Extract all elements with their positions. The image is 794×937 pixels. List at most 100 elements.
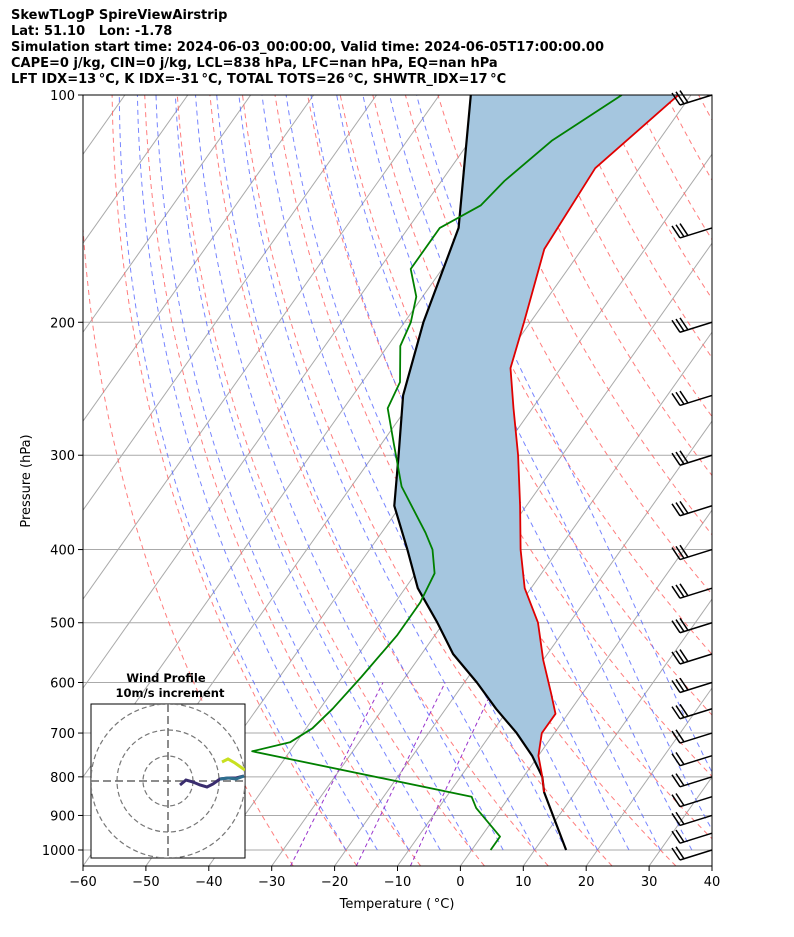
wind-barb [679, 849, 713, 861]
wind-barb-flag [671, 813, 681, 826]
dry-adiabat [698, 95, 712, 122]
dry-adiabat [339, 95, 712, 778]
wind-barb-flag [675, 91, 685, 105]
wind-barb-flag [675, 752, 685, 765]
x-tick-label: 40 [704, 875, 721, 890]
wind-barb-flag [671, 452, 681, 466]
time-line: Simulation start time: 2024-06-03_00:00:… [11, 40, 604, 55]
dry-adiabat [535, 95, 712, 418]
wind-barb-flag [671, 830, 681, 844]
isotherm-line [334, 331, 712, 866]
mixing-ratio-line [355, 682, 446, 866]
x-tick-label: −30 [258, 875, 285, 890]
wind-barb [679, 227, 713, 239]
wind-barb-flag [675, 678, 685, 692]
isotherm-line [459, 509, 712, 866]
y-tick-label: 500 [50, 617, 75, 632]
wind-barb-flag [679, 450, 689, 464]
wind-barb-flag [675, 391, 685, 405]
y-tick-label: 600 [50, 677, 75, 692]
wind-barb-flag [675, 545, 685, 559]
wind-barb-flag [671, 753, 681, 767]
wind-barb-flag [675, 650, 685, 664]
wind-barb-flag [675, 811, 685, 825]
isotherm-line [711, 865, 712, 866]
wind-barb-flag [679, 90, 689, 104]
dry-adiabat [274, 95, 677, 866]
wind-barb-flag [675, 318, 685, 332]
x-axis-label: Temperature ( °C) [339, 897, 455, 912]
wind-barb-flag [679, 703, 689, 717]
parcel-profile [393, 95, 568, 851]
wind-barb-flag [679, 500, 689, 514]
wind-barb-flag [671, 794, 681, 808]
x-tick-label: −40 [195, 875, 222, 890]
wind-barb [679, 732, 713, 744]
wind-barb-flag [675, 793, 685, 806]
isotherm-line [83, 95, 377, 511]
indices-line-2: LFT IDX=13 °C, K IDX=-31 °C, TOTAL TOTS=… [11, 72, 507, 87]
wind-barb-flag [675, 773, 685, 787]
wind-barb [679, 795, 713, 808]
wind-barb [679, 814, 713, 827]
wind-barb [679, 708, 713, 720]
wind-barb-flag [671, 680, 681, 693]
dry-adiabat [600, 95, 712, 300]
wind-barb [679, 754, 713, 767]
wind-barb [679, 454, 713, 466]
wind-barb-flag [679, 544, 689, 558]
isotherm-line [83, 95, 189, 245]
wind-barb [679, 321, 713, 333]
wind-barb-flag [671, 319, 681, 333]
mixing-ratio-line [290, 682, 384, 866]
y-tick-label: 1000 [42, 844, 75, 859]
x-tick-label: 30 [641, 875, 658, 890]
isotherm-line [775, 95, 794, 866]
indices-line-1: CAPE=0 j/kg, CIN=0 j/kg, LCL=838 hPa, LF… [11, 56, 498, 71]
wind-barb [679, 681, 713, 694]
isotherm-line [585, 687, 712, 866]
wind-barb [679, 394, 713, 407]
x-tick-label: −10 [384, 875, 411, 890]
wind-barb-flag [679, 677, 689, 691]
x-tick-label: 0 [456, 875, 464, 890]
wind-barb [679, 622, 713, 634]
dry-adiabat [437, 95, 712, 595]
x-tick-label: 20 [578, 875, 595, 890]
wind-barb-flag [679, 390, 689, 404]
wind-barb-flag [675, 584, 685, 598]
y-tick-label: 900 [50, 809, 75, 824]
wind-barb-flag [679, 649, 689, 662]
wind-barb-flag [675, 451, 685, 465]
wind-barb-flag [671, 651, 681, 665]
wind-barb [679, 587, 713, 599]
hodograph-trace-high [221, 757, 245, 772]
x-tick-label: −20 [321, 875, 348, 890]
dry-adiabat [83, 221, 294, 866]
mixing-ratio-line [409, 682, 497, 866]
y-tick-label: 200 [50, 316, 75, 331]
moist-adiabat [238, 95, 536, 851]
hodograph-trace-mid [219, 774, 245, 781]
dry-adiabat [764, 95, 794, 866]
wind-barb-flag [671, 730, 681, 744]
wind-barb-flag [675, 502, 685, 515]
y-tick-label: 100 [50, 89, 75, 104]
isotherm-line [271, 242, 712, 866]
isotherm-line [83, 95, 252, 334]
y-tick-label: 300 [50, 449, 75, 464]
wind-barb [679, 94, 713, 106]
hodograph-subtitle: 10m/s increment [116, 686, 225, 700]
dry-adiabat [665, 95, 712, 182]
wind-barb-flag [679, 317, 689, 331]
wind-barb [679, 832, 713, 844]
isotherm-line [522, 598, 712, 866]
wind-barbs [671, 90, 713, 861]
moist-adiabat [118, 95, 347, 851]
x-tick-label: −50 [132, 875, 159, 890]
wind-barb [679, 776, 713, 788]
wind-barb-flag [675, 846, 685, 860]
wind-barb-flag [671, 585, 681, 599]
x-tick-label: −60 [69, 875, 96, 890]
dry-adiabat [176, 95, 485, 866]
